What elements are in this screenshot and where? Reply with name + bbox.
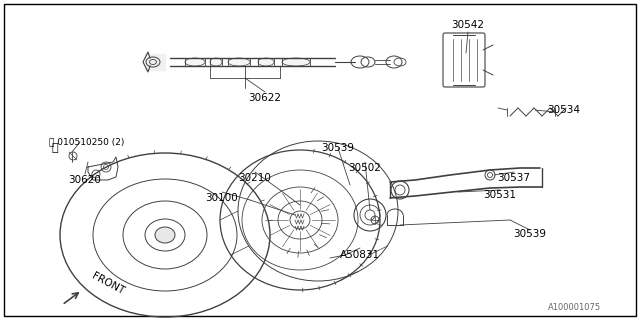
Bar (210, 58, 222, 66)
Bar (228, 58, 250, 66)
Text: Ⓑ: Ⓑ (52, 143, 58, 153)
Text: 30100: 30100 (205, 193, 238, 203)
Text: 30542: 30542 (451, 20, 484, 30)
Text: 30502: 30502 (349, 163, 381, 173)
Text: A50831: A50831 (340, 250, 380, 260)
Text: 30534: 30534 (547, 105, 580, 115)
Text: 30539: 30539 (321, 143, 355, 153)
Ellipse shape (155, 227, 175, 243)
Text: 30622: 30622 (248, 93, 282, 103)
Bar (282, 58, 310, 66)
Text: 30620: 30620 (68, 175, 101, 185)
Text: Ⓑ 010510250 (2): Ⓑ 010510250 (2) (49, 138, 125, 147)
Text: 30531: 30531 (483, 190, 516, 200)
Bar (185, 58, 205, 66)
Text: 30537: 30537 (497, 173, 531, 183)
Text: FRONT: FRONT (90, 271, 126, 297)
Text: A100001075: A100001075 (548, 303, 602, 313)
Polygon shape (145, 54, 165, 70)
Text: 30539: 30539 (513, 229, 547, 239)
Bar (258, 58, 274, 66)
Text: 30210: 30210 (239, 173, 271, 183)
